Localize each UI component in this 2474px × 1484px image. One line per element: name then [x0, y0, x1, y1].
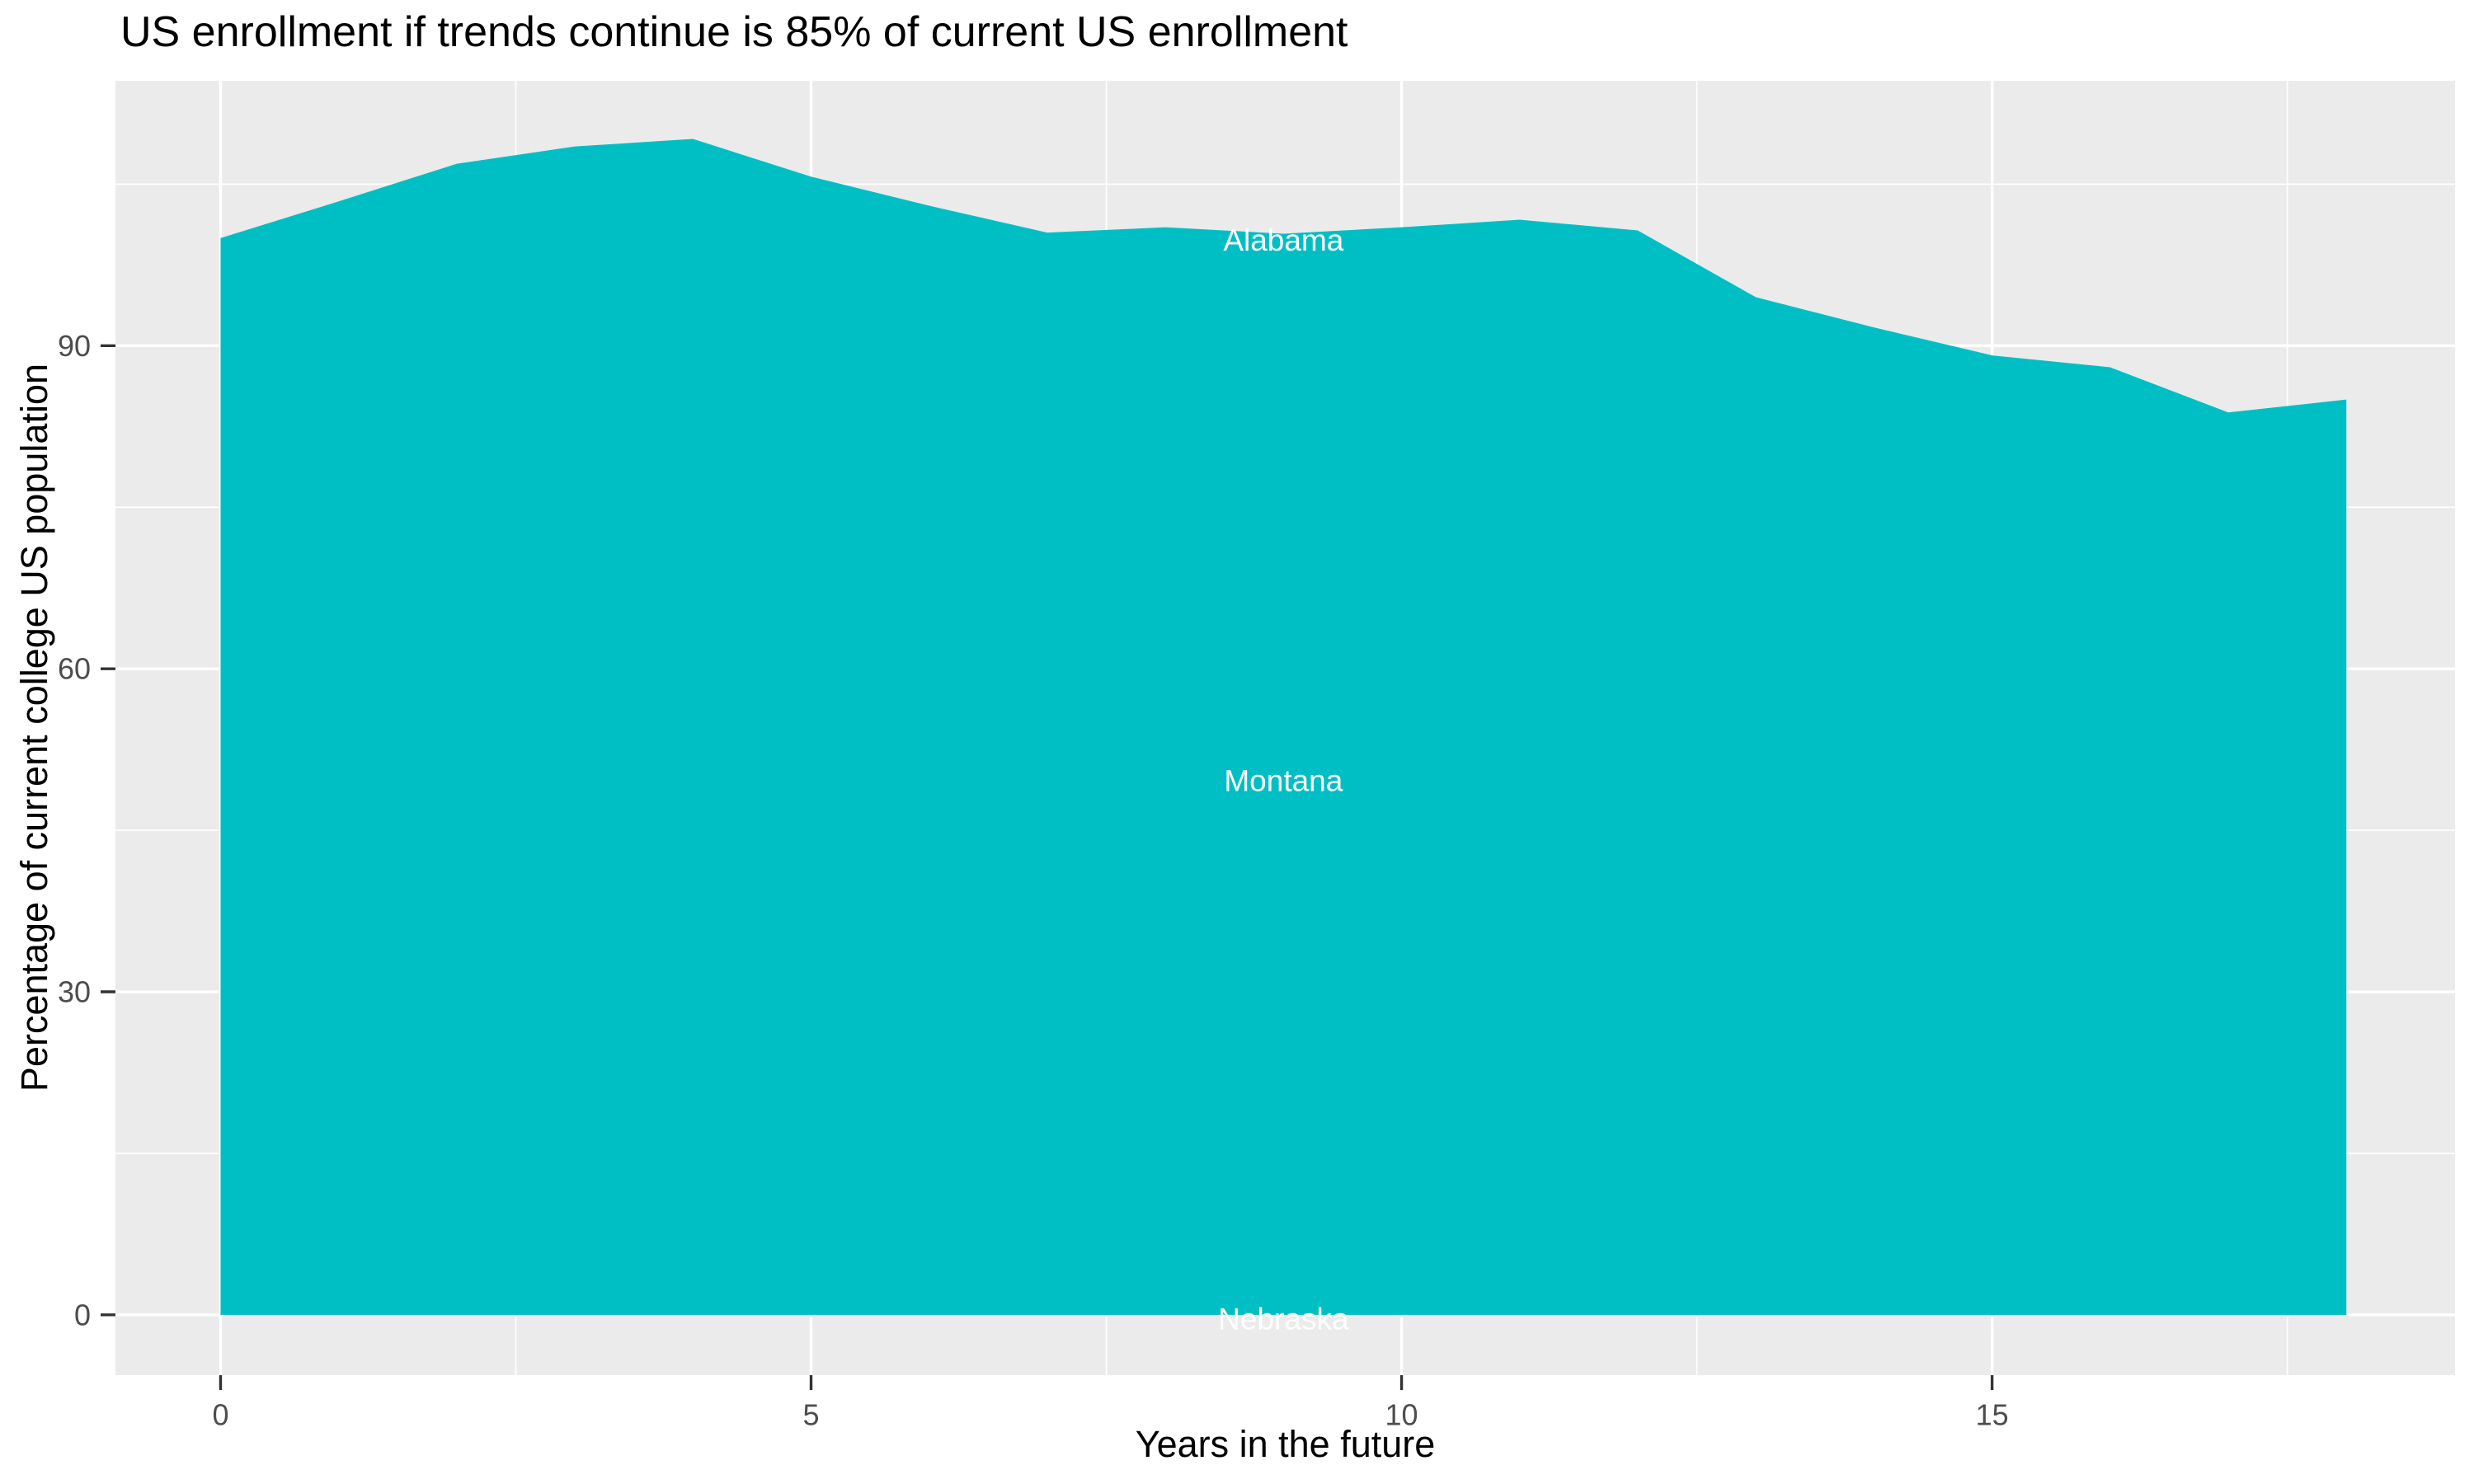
y-axis-title: Percentage of current college US populat…: [13, 364, 55, 1092]
y-tick-label: 90: [58, 329, 91, 363]
state-label: Montana: [1224, 764, 1343, 798]
enrollment-area: [220, 139, 2347, 1315]
state-label: Nebraska: [1218, 1303, 1349, 1336]
x-tick-label: 10: [1385, 1397, 1418, 1431]
y-tick-label: 0: [74, 1298, 91, 1331]
y-tick-label: 30: [58, 975, 91, 1009]
x-axis-title: Years in the future: [1135, 1423, 1436, 1465]
y-tick-label: 60: [58, 652, 91, 686]
x-tick-label: 15: [1976, 1397, 2009, 1431]
state-label: Alabama: [1223, 223, 1343, 257]
y-axis-title-wrap: Percentage of current college US populat…: [0, 81, 69, 1375]
x-tick-label: 5: [802, 1397, 819, 1431]
x-tick-label: 0: [212, 1397, 228, 1431]
chart-title: US enrollment if trends continue is 85% …: [120, 8, 1348, 56]
